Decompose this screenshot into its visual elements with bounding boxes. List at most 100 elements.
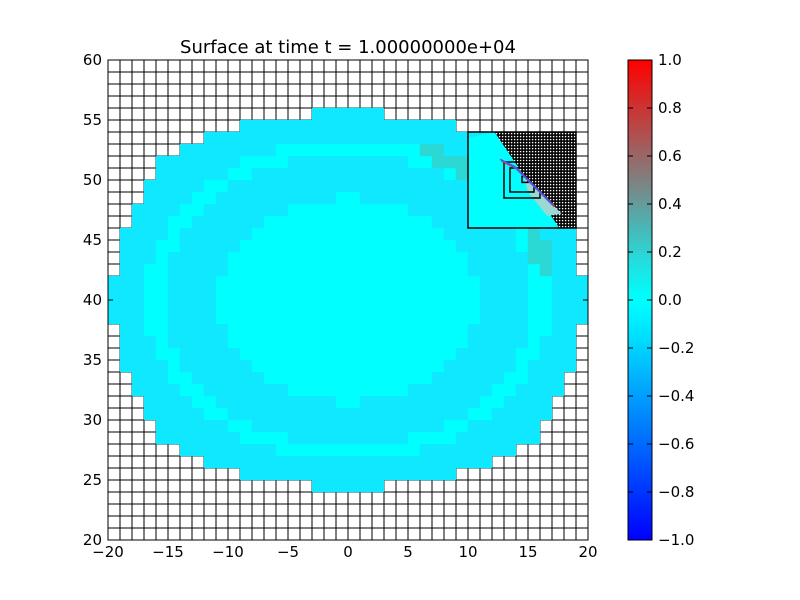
- surface-cell: [335, 239, 349, 253]
- surface-cell: [371, 119, 385, 133]
- surface-cell: [263, 311, 277, 325]
- grid-cell: [131, 71, 145, 85]
- grid-cell: [119, 131, 133, 145]
- grid-cell: [419, 491, 433, 505]
- surface-cell: [551, 275, 565, 289]
- surface-cell: [383, 431, 397, 445]
- surface-cell: [539, 287, 553, 301]
- surface-cell: [191, 395, 205, 409]
- surface-cell: [335, 311, 349, 325]
- surface-cell: [443, 179, 457, 193]
- grid-cell: [515, 71, 529, 85]
- grid-cell: [107, 59, 121, 73]
- grid-cell: [563, 527, 577, 541]
- surface-cell: [443, 287, 457, 301]
- surface-cell: [167, 395, 181, 409]
- surface-cell: [311, 359, 325, 373]
- surface-cell: [227, 143, 241, 157]
- surface-cell: [359, 359, 373, 373]
- grid-cell: [227, 479, 241, 493]
- grid-cell: [167, 503, 181, 517]
- surface-cell: [503, 263, 517, 277]
- surface-cell: [347, 119, 361, 133]
- grid-cell: [431, 479, 445, 493]
- grid-cell: [575, 443, 589, 457]
- surface-cell: [443, 215, 457, 229]
- grid-cell: [275, 59, 289, 73]
- surface-cell: [251, 131, 265, 145]
- surface-cell: [179, 431, 193, 445]
- grid-cell: [479, 59, 493, 73]
- grid-cell: [479, 503, 493, 517]
- grid-cell: [455, 503, 469, 517]
- surface-cell: [515, 359, 529, 373]
- surface-cell: [443, 443, 457, 457]
- grid-cell: [527, 527, 541, 541]
- surface-cell: [419, 215, 433, 229]
- surface-cell: [455, 239, 469, 253]
- surface-cell: [263, 275, 277, 289]
- grid-cell: [371, 95, 385, 109]
- surface-cell: [443, 263, 457, 277]
- grid-cell: [563, 443, 577, 457]
- grid-cell: [239, 515, 253, 529]
- grid-cell: [383, 527, 397, 541]
- grid-cell: [203, 467, 217, 481]
- surface-cell: [143, 251, 157, 265]
- surface-cell: [371, 371, 385, 385]
- grid-cell: [563, 431, 577, 445]
- surface-cell: [143, 347, 157, 361]
- surface-cell: [155, 239, 169, 253]
- surface-cell: [323, 431, 337, 445]
- grid-cell: [119, 167, 133, 181]
- surface-cell: [263, 155, 277, 169]
- surface-cell: [191, 203, 205, 217]
- grid-cell: [191, 71, 205, 85]
- grid-cell: [551, 59, 565, 73]
- surface-cell: [371, 335, 385, 349]
- grid-cell: [155, 455, 169, 469]
- grid-cell: [119, 503, 133, 517]
- grid-cell: [263, 95, 277, 109]
- surface-cell: [287, 443, 301, 457]
- surface-cell: [395, 371, 409, 385]
- grid-cell: [107, 227, 121, 241]
- grid-cell: [551, 467, 565, 481]
- surface-cell: [443, 131, 457, 145]
- surface-cell: [287, 275, 301, 289]
- surface-cell: [395, 431, 409, 445]
- surface-cell: [371, 227, 385, 241]
- grid-cell: [467, 71, 481, 85]
- surface-cell: [551, 359, 565, 373]
- grid-cell: [143, 503, 157, 517]
- grid-cell: [455, 95, 469, 109]
- grid-cell: [107, 335, 121, 349]
- surface-cell: [347, 227, 361, 241]
- surface-cell: [383, 239, 397, 253]
- surface-cell: [395, 203, 409, 217]
- surface-cell: [215, 335, 229, 349]
- surface-cell: [299, 323, 313, 337]
- surface-cell: [419, 347, 433, 361]
- surface-cell: [143, 371, 157, 385]
- surface-cell: [119, 275, 133, 289]
- grid-cell: [167, 95, 181, 109]
- surface-cell: [431, 287, 445, 301]
- surface-cell: [311, 275, 325, 289]
- surface-cell: [407, 419, 421, 433]
- surface-cell: [203, 167, 217, 181]
- surface-cell: [455, 347, 469, 361]
- surface-cell: [215, 287, 229, 301]
- surface-cell: [515, 347, 529, 361]
- surface-cell: [203, 239, 217, 253]
- grid-cell: [119, 407, 133, 421]
- surface-cell: [179, 251, 193, 265]
- surface-cell: [179, 395, 193, 409]
- surface-cell: [251, 299, 265, 313]
- surface-cell: [191, 167, 205, 181]
- surface-cell: [359, 143, 373, 157]
- grid-cell: [563, 371, 577, 385]
- grid-cell: [491, 71, 505, 85]
- grid-cell: [143, 71, 157, 85]
- surface-cell: [179, 275, 193, 289]
